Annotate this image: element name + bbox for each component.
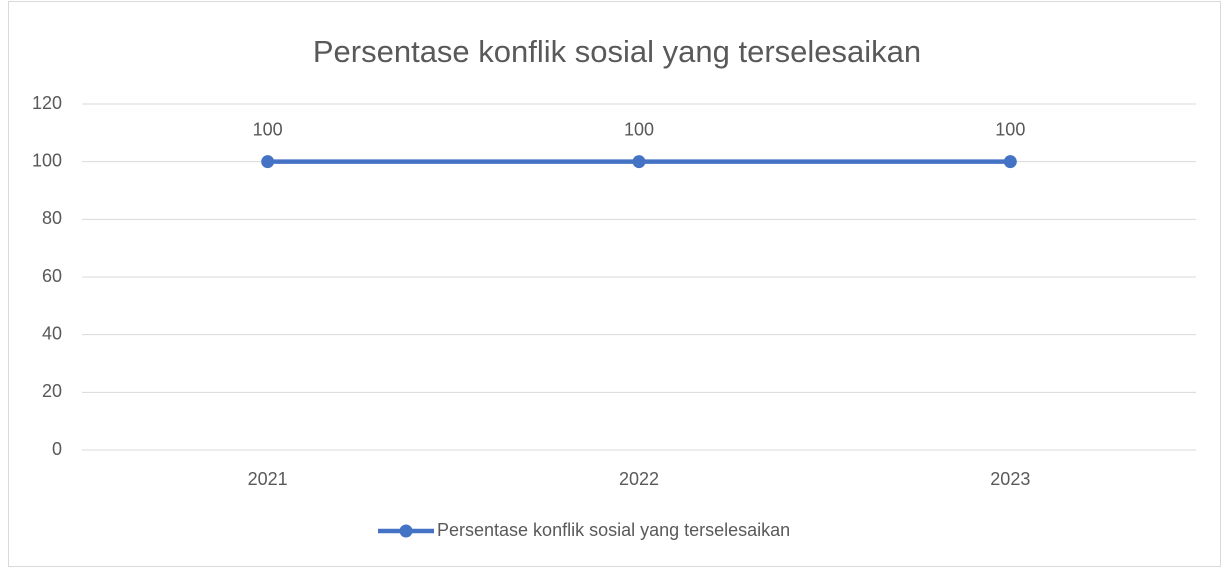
y-tick-label: 80 bbox=[42, 208, 62, 228]
marker bbox=[261, 155, 275, 169]
marker bbox=[632, 155, 646, 169]
legend-marker bbox=[399, 524, 413, 538]
x-tick-label: 2022 bbox=[619, 469, 659, 489]
y-tick-label: 100 bbox=[32, 150, 62, 170]
marker bbox=[1003, 155, 1017, 169]
x-tick-label: 2021 bbox=[248, 469, 288, 489]
data-label: 100 bbox=[253, 119, 283, 139]
y-tick-label: 40 bbox=[42, 323, 62, 343]
data-label: 100 bbox=[624, 119, 654, 139]
legend-label: Persentase konflik sosial yang terselesa… bbox=[437, 520, 790, 540]
y-tick-label: 0 bbox=[52, 439, 62, 459]
data-label: 100 bbox=[995, 119, 1025, 139]
y-tick-label: 120 bbox=[32, 93, 62, 113]
y-tick-label: 20 bbox=[42, 381, 62, 401]
y-tick-label: 60 bbox=[42, 266, 62, 286]
x-tick-label: 2023 bbox=[990, 469, 1030, 489]
chart-title: Persentase konflik sosial yang terselesa… bbox=[313, 34, 921, 69]
chart-frame bbox=[8, 1, 1221, 567]
